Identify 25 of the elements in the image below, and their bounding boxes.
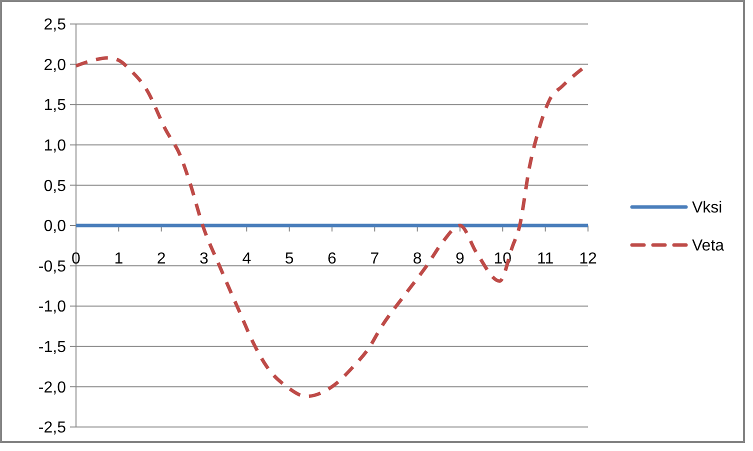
x-tick-label: 0 — [72, 250, 81, 268]
x-tick-label: 2 — [156, 250, 166, 268]
x-tick-label: 4 — [242, 250, 252, 268]
x-tick-label: 1 — [114, 250, 124, 268]
x-tick-label: 8 — [412, 250, 422, 268]
x-tick-label: 12 — [579, 250, 597, 268]
y-tick-label: -2,5 — [38, 420, 66, 437]
x-tick-label: 5 — [284, 250, 294, 268]
y-tick-label: -0,5 — [38, 258, 66, 276]
y-tick-label: 1,5 — [44, 97, 66, 114]
x-tick-label: 3 — [200, 250, 209, 268]
y-tick-label: -1,5 — [38, 339, 66, 356]
y-tick-label: -1,0 — [38, 298, 66, 316]
x-tick-label: 7 — [370, 250, 380, 268]
y-tick-label: 1,0 — [44, 138, 66, 154]
x-tick-label: 11 — [537, 250, 554, 268]
y-tick-label: 2,5 — [44, 16, 66, 34]
y-tick-label: 0,0 — [44, 218, 66, 236]
legend-label: Vksi — [692, 200, 722, 217]
x-tick-label: 9 — [456, 250, 465, 268]
y-tick-label: -2,0 — [38, 379, 66, 396]
y-tick-label: 2,0 — [44, 56, 66, 74]
legend-label: Veta — [692, 238, 724, 255]
x-tick-label: 6 — [328, 250, 337, 268]
y-tick-label: 0,5 — [44, 178, 66, 195]
